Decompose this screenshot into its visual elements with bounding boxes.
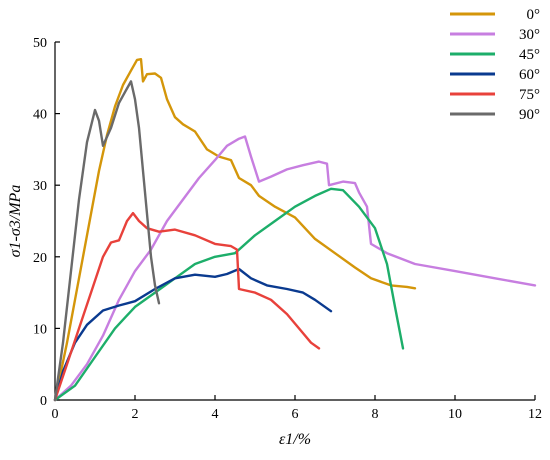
legend-label-5: 90°: [519, 107, 540, 123]
x-tick-label: 12: [528, 407, 542, 422]
y-tick-label: 30: [33, 179, 47, 194]
series-line-2: [53, 187, 405, 402]
y-axis-title: σ1-σ3/MPa: [7, 185, 24, 258]
series-line-4: [53, 211, 321, 402]
series-line-0: [53, 58, 417, 402]
axes: 0 2 4 6 8 10 12 0 10 20 30 40 50: [33, 36, 542, 422]
x-tick-label: 10: [448, 407, 462, 422]
x-tick-label: 2: [132, 407, 139, 422]
legend-label-0: 0°: [527, 7, 541, 23]
y-tick-label: 50: [33, 36, 47, 51]
x-tick-label: 6: [292, 407, 299, 422]
legend-label-4: 75°: [519, 87, 540, 103]
series-group: [53, 58, 537, 402]
legend-label-3: 60°: [519, 67, 540, 83]
x-axis-title: ε1/%: [279, 431, 311, 448]
series-line-3: [53, 267, 333, 402]
x-tick-label: 4: [212, 407, 219, 422]
series-line-1: [53, 135, 537, 402]
y-tick-label: 20: [33, 251, 47, 266]
y-tick-label: 10: [33, 322, 47, 337]
x-tick-label: 8: [372, 407, 379, 422]
legend-label-1: 30°: [519, 27, 540, 43]
legend-label-2: 45°: [519, 47, 540, 63]
legend: 0° 30° 45° 60° 75° 90°: [450, 7, 540, 123]
series-line-5: [53, 80, 161, 402]
x-tick-label: 0: [52, 407, 59, 422]
y-tick-label: 0: [40, 394, 47, 409]
y-tick-label: 40: [33, 108, 47, 123]
